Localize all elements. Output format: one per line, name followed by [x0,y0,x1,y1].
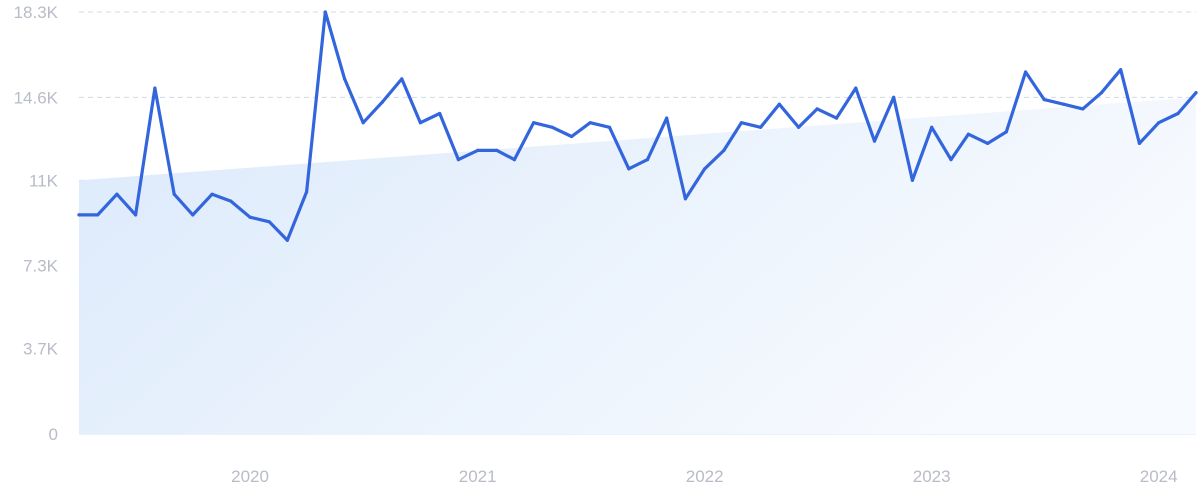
data-point [815,107,819,111]
data-point [1099,91,1104,95]
data-point [343,77,347,81]
data-point [476,148,480,152]
data-point [456,158,460,162]
data-point [1061,102,1066,106]
data-point [267,220,271,224]
x-axis-labels: 2020 2021 2022 2023 2024 [231,467,1177,486]
data-point [191,213,195,217]
data-point [550,125,554,129]
data-point [645,158,650,162]
y-tick-label: 7.3K [23,257,59,276]
data-point [892,95,896,99]
data-point [96,213,100,217]
data-point [1137,141,1141,145]
y-tick-label: 0 [49,425,58,444]
series-line-path [77,10,1198,242]
data-point [949,158,953,162]
data-point [172,192,176,196]
data-point [495,148,499,152]
data-point [1081,107,1085,111]
data-point [759,125,763,129]
data-point [248,215,252,219]
data-point [1176,111,1180,116]
data-point [665,116,669,120]
data-point [1194,91,1198,95]
x-tick-label: 2020 [231,467,269,486]
y-tick-label: 14.6K [14,88,59,107]
data-point [1024,70,1028,74]
data-point [77,213,81,217]
data-point [134,213,138,217]
data-point [532,121,536,125]
series-line [77,10,1198,242]
data-point [722,148,726,152]
data-point [588,121,592,125]
data-point [210,192,214,196]
data-point [229,199,233,203]
data-point [115,192,119,196]
y-tick-label: 3.7K [23,340,59,359]
data-point [438,111,442,116]
data-point [627,167,631,171]
y-axis-labels: 0 3.7K 7.3K 11K 14.6K 18.3K [14,3,59,444]
x-tick-label: 2023 [913,467,951,486]
data-point [285,238,289,242]
data-point [512,158,517,162]
data-point [305,190,309,194]
data-point [1042,98,1046,102]
data-point [1157,121,1161,125]
data-point [797,125,801,129]
data-point [854,86,858,90]
data-point [153,86,157,90]
data-point [930,125,934,129]
data-point [1004,130,1008,134]
data-point [607,125,612,129]
data-point [966,132,971,136]
trend-area-fill [79,97,1196,435]
x-tick-label: 2021 [459,467,497,486]
y-tick-label: 18.3K [14,3,59,22]
data-point [739,121,744,125]
data-point [1119,68,1123,72]
data-point [361,121,365,125]
data-point [380,100,385,104]
data-point [400,77,404,81]
data-point [570,134,574,139]
data-point [323,10,327,14]
data-point [683,197,688,201]
data-point [703,167,707,171]
data-point [777,102,781,106]
data-point [834,116,839,120]
trend-area [79,97,1196,435]
data-point [418,121,422,125]
data-point [986,141,990,145]
data-point [910,178,915,182]
x-tick-label: 2024 [1140,467,1178,486]
x-tick-label: 2022 [686,467,724,486]
y-tick-label: 11K [29,171,59,190]
data-point [872,139,877,143]
